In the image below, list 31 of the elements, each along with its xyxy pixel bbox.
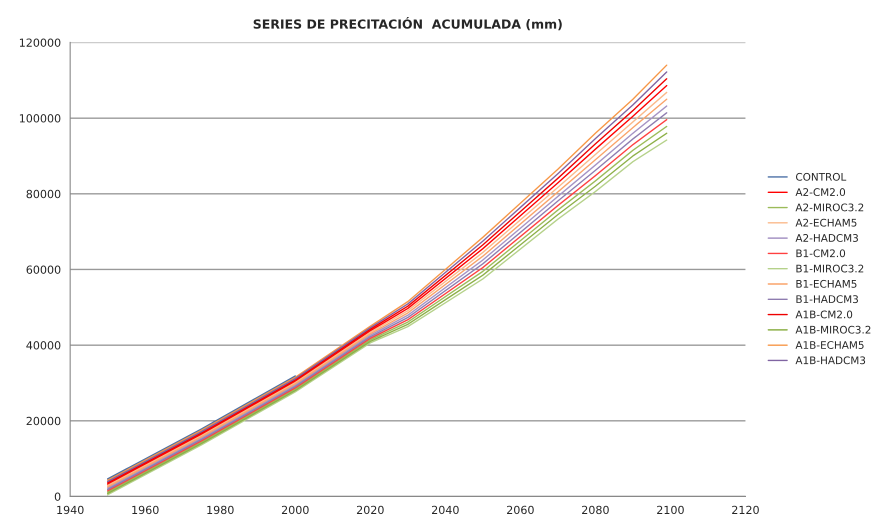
x-tick-label: 1980: [207, 506, 234, 514]
legend-label: B1-ECHAM5: [796, 280, 856, 288]
y-tick-label: 20000: [26, 416, 60, 426]
x-tick-label: 2060: [507, 506, 534, 514]
y-tick-label: 0: [54, 492, 60, 501]
x-tick-label: 1940: [57, 506, 84, 514]
legend-label: B1-HADCM3: [796, 295, 858, 304]
legend-label: CONTROL: [796, 172, 846, 181]
x-tick-label: 1960: [132, 506, 159, 514]
y-tick-label: 120000: [20, 38, 60, 47]
y-tick-label: 40000: [26, 341, 60, 350]
x-tick-label: 2120: [732, 506, 759, 514]
legend-label: A2-HADCM3: [795, 234, 858, 242]
x-tick-label: 2100: [657, 506, 684, 514]
x-tick-label: 2040: [432, 506, 459, 514]
x-tick-label: 2000: [282, 506, 309, 514]
y-tick-label: 100000: [20, 114, 60, 123]
legend-label: A2-MIROC3.2: [795, 203, 864, 212]
y-tick-label: 80000: [26, 190, 60, 198]
legend-label: A2-ECHAM5: [795, 218, 856, 227]
chart-title: SERIES DE PRECITACIÓN ACUMULADA (mm): [254, 17, 562, 30]
legend-label: A2-CM2.0: [795, 188, 846, 196]
legend-label: A1B-MIROC3.2: [795, 326, 870, 334]
x-tick-label: 2020: [356, 506, 384, 514]
y-tick-label: 60000: [26, 265, 60, 274]
legend-label: B1-CM2.0: [796, 249, 846, 258]
legend-label: B1-MIROC3.2: [796, 264, 864, 273]
legend-label: A1B-ECHAM5: [795, 341, 864, 349]
x-tick-label: 2080: [582, 506, 609, 514]
legend-label: A1B-CM2.0: [795, 310, 852, 318]
legend-label: A1B-HADCM3: [795, 356, 866, 364]
